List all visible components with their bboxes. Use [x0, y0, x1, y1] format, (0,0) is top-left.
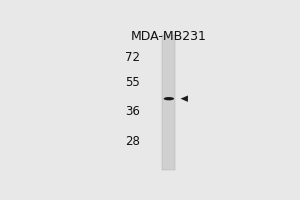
Ellipse shape	[164, 97, 174, 100]
Bar	[163, 35, 175, 170]
Text: 55: 55	[125, 76, 140, 89]
Text: 28: 28	[125, 135, 140, 148]
Text: 72: 72	[125, 51, 140, 64]
Polygon shape	[181, 95, 188, 102]
Text: MDA-MB231: MDA-MB231	[131, 30, 207, 43]
Text: 36: 36	[125, 105, 140, 118]
